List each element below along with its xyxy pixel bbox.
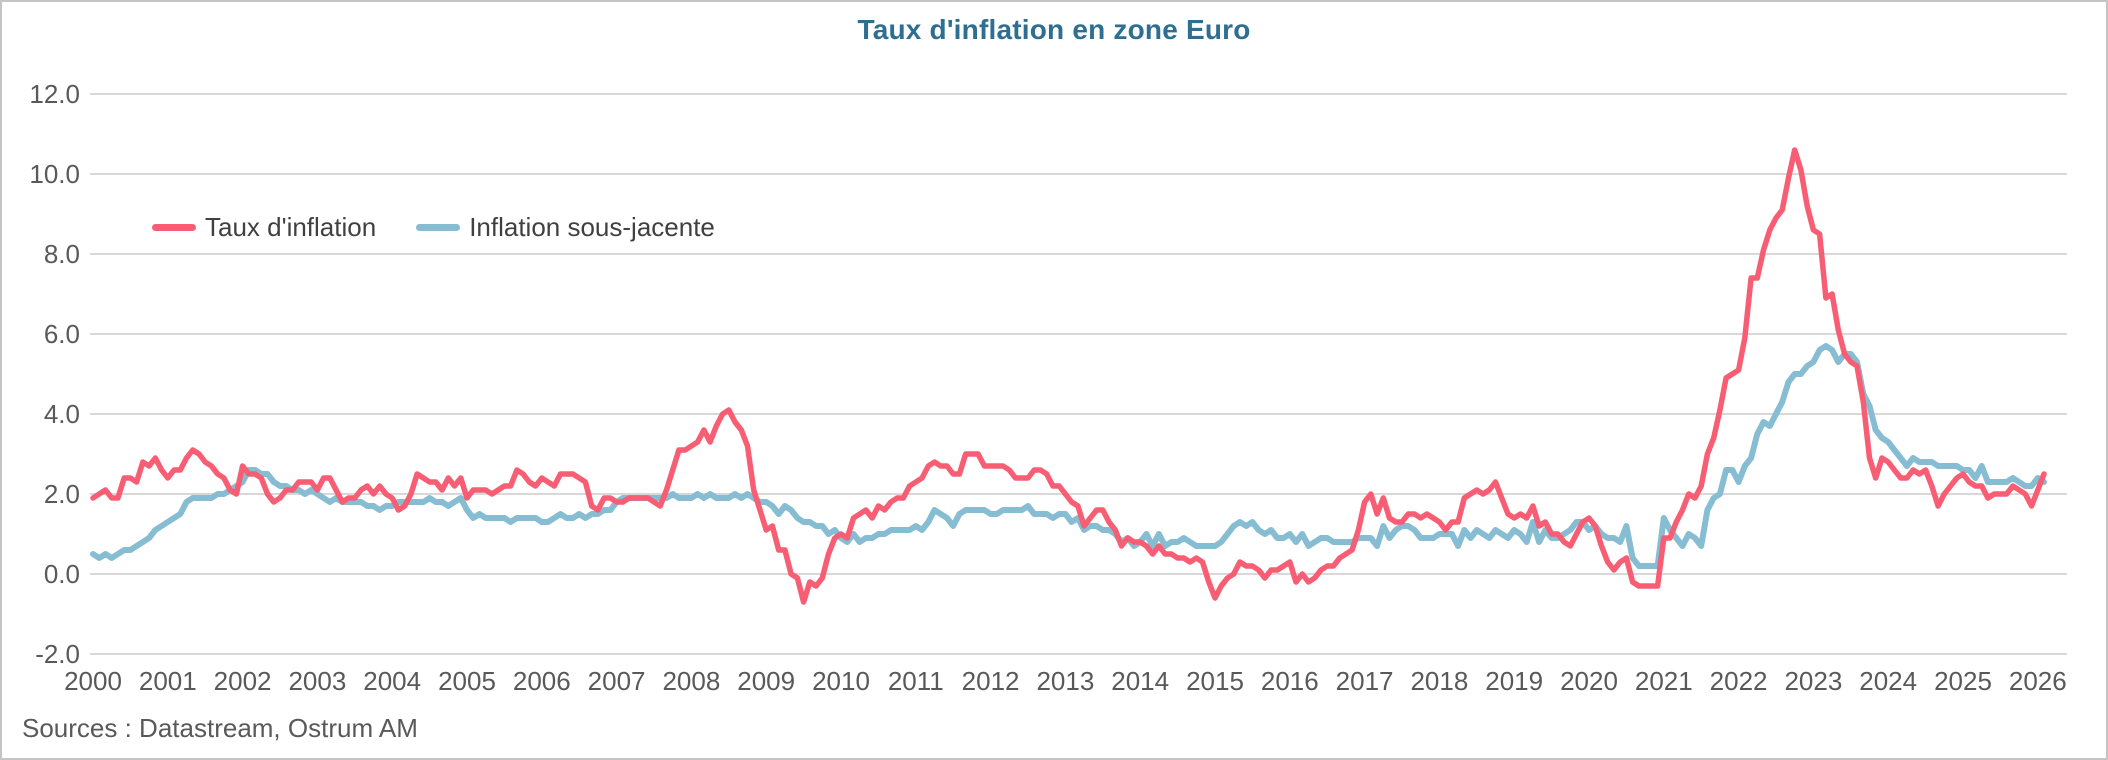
- x-axis-label: 2002: [214, 666, 272, 696]
- y-axis-label: 8.0: [44, 239, 80, 269]
- x-axis-label: 2020: [1560, 666, 1618, 696]
- x-axis-label: 2006: [513, 666, 571, 696]
- source-note: Sources : Datastream, Ostrum AM: [22, 713, 418, 743]
- y-axis-label: 12.0: [29, 79, 80, 109]
- inflation-sous-jacente-legend-swatch: [416, 224, 461, 231]
- y-axis-label: 2.0: [44, 479, 80, 509]
- x-axis-label: 2010: [812, 666, 870, 696]
- x-axis-label: 2001: [139, 666, 197, 696]
- x-axis-label: 2015: [1186, 666, 1244, 696]
- x-axis-label: 2012: [962, 666, 1020, 696]
- y-axis-label: 0.0: [44, 559, 80, 589]
- y-axis-label: -2.0: [35, 639, 80, 669]
- x-axis-label: 2008: [662, 666, 720, 696]
- x-axis-label: 2018: [1410, 666, 1468, 696]
- x-axis-label: 2007: [588, 666, 646, 696]
- y-axis-label: 6.0: [44, 319, 80, 349]
- chart-title: Taux d'inflation en zone Euro: [857, 14, 1251, 45]
- x-axis-label: 2026: [2009, 666, 2067, 696]
- x-axis-label: 2017: [1336, 666, 1394, 696]
- x-axis-label: 2003: [288, 666, 346, 696]
- x-axis-label: 2022: [1710, 666, 1768, 696]
- x-axis-label: 2023: [1784, 666, 1842, 696]
- x-axis-label: 2013: [1036, 666, 1094, 696]
- x-axis-label: 2011: [888, 666, 944, 696]
- x-axis-label: 2009: [737, 666, 795, 696]
- inflation-sous-jacente-legend-label: Inflation sous-jacente: [469, 212, 715, 242]
- x-axis-label: 2025: [1934, 666, 1992, 696]
- x-axis-label: 2000: [64, 666, 122, 696]
- x-axis-label: 2019: [1485, 666, 1543, 696]
- x-axis-label: 2004: [363, 666, 421, 696]
- x-axis-label: 2016: [1261, 666, 1319, 696]
- y-axis-label: 4.0: [44, 399, 80, 429]
- x-axis-label: 2021: [1635, 666, 1693, 696]
- taux-inflation-line: [90, 147, 2047, 605]
- x-axis-label: 2005: [438, 666, 496, 696]
- legend: Taux d'inflation Inflation sous-jacente: [152, 212, 715, 243]
- x-axis-label: 2014: [1111, 666, 1169, 696]
- inflation-sous-jacente-line: [90, 343, 2047, 569]
- legend-item-taux-inflation: Taux d'inflation: [152, 212, 376, 243]
- y-axis-label: 10.0: [29, 159, 80, 189]
- taux-inflation-legend-swatch: [152, 224, 196, 231]
- legend-item-inflation-sous-jacente: Inflation sous-jacente: [416, 212, 715, 243]
- x-axis-label: 2024: [1859, 666, 1917, 696]
- taux-inflation-legend-label: Taux d'inflation: [205, 212, 377, 242]
